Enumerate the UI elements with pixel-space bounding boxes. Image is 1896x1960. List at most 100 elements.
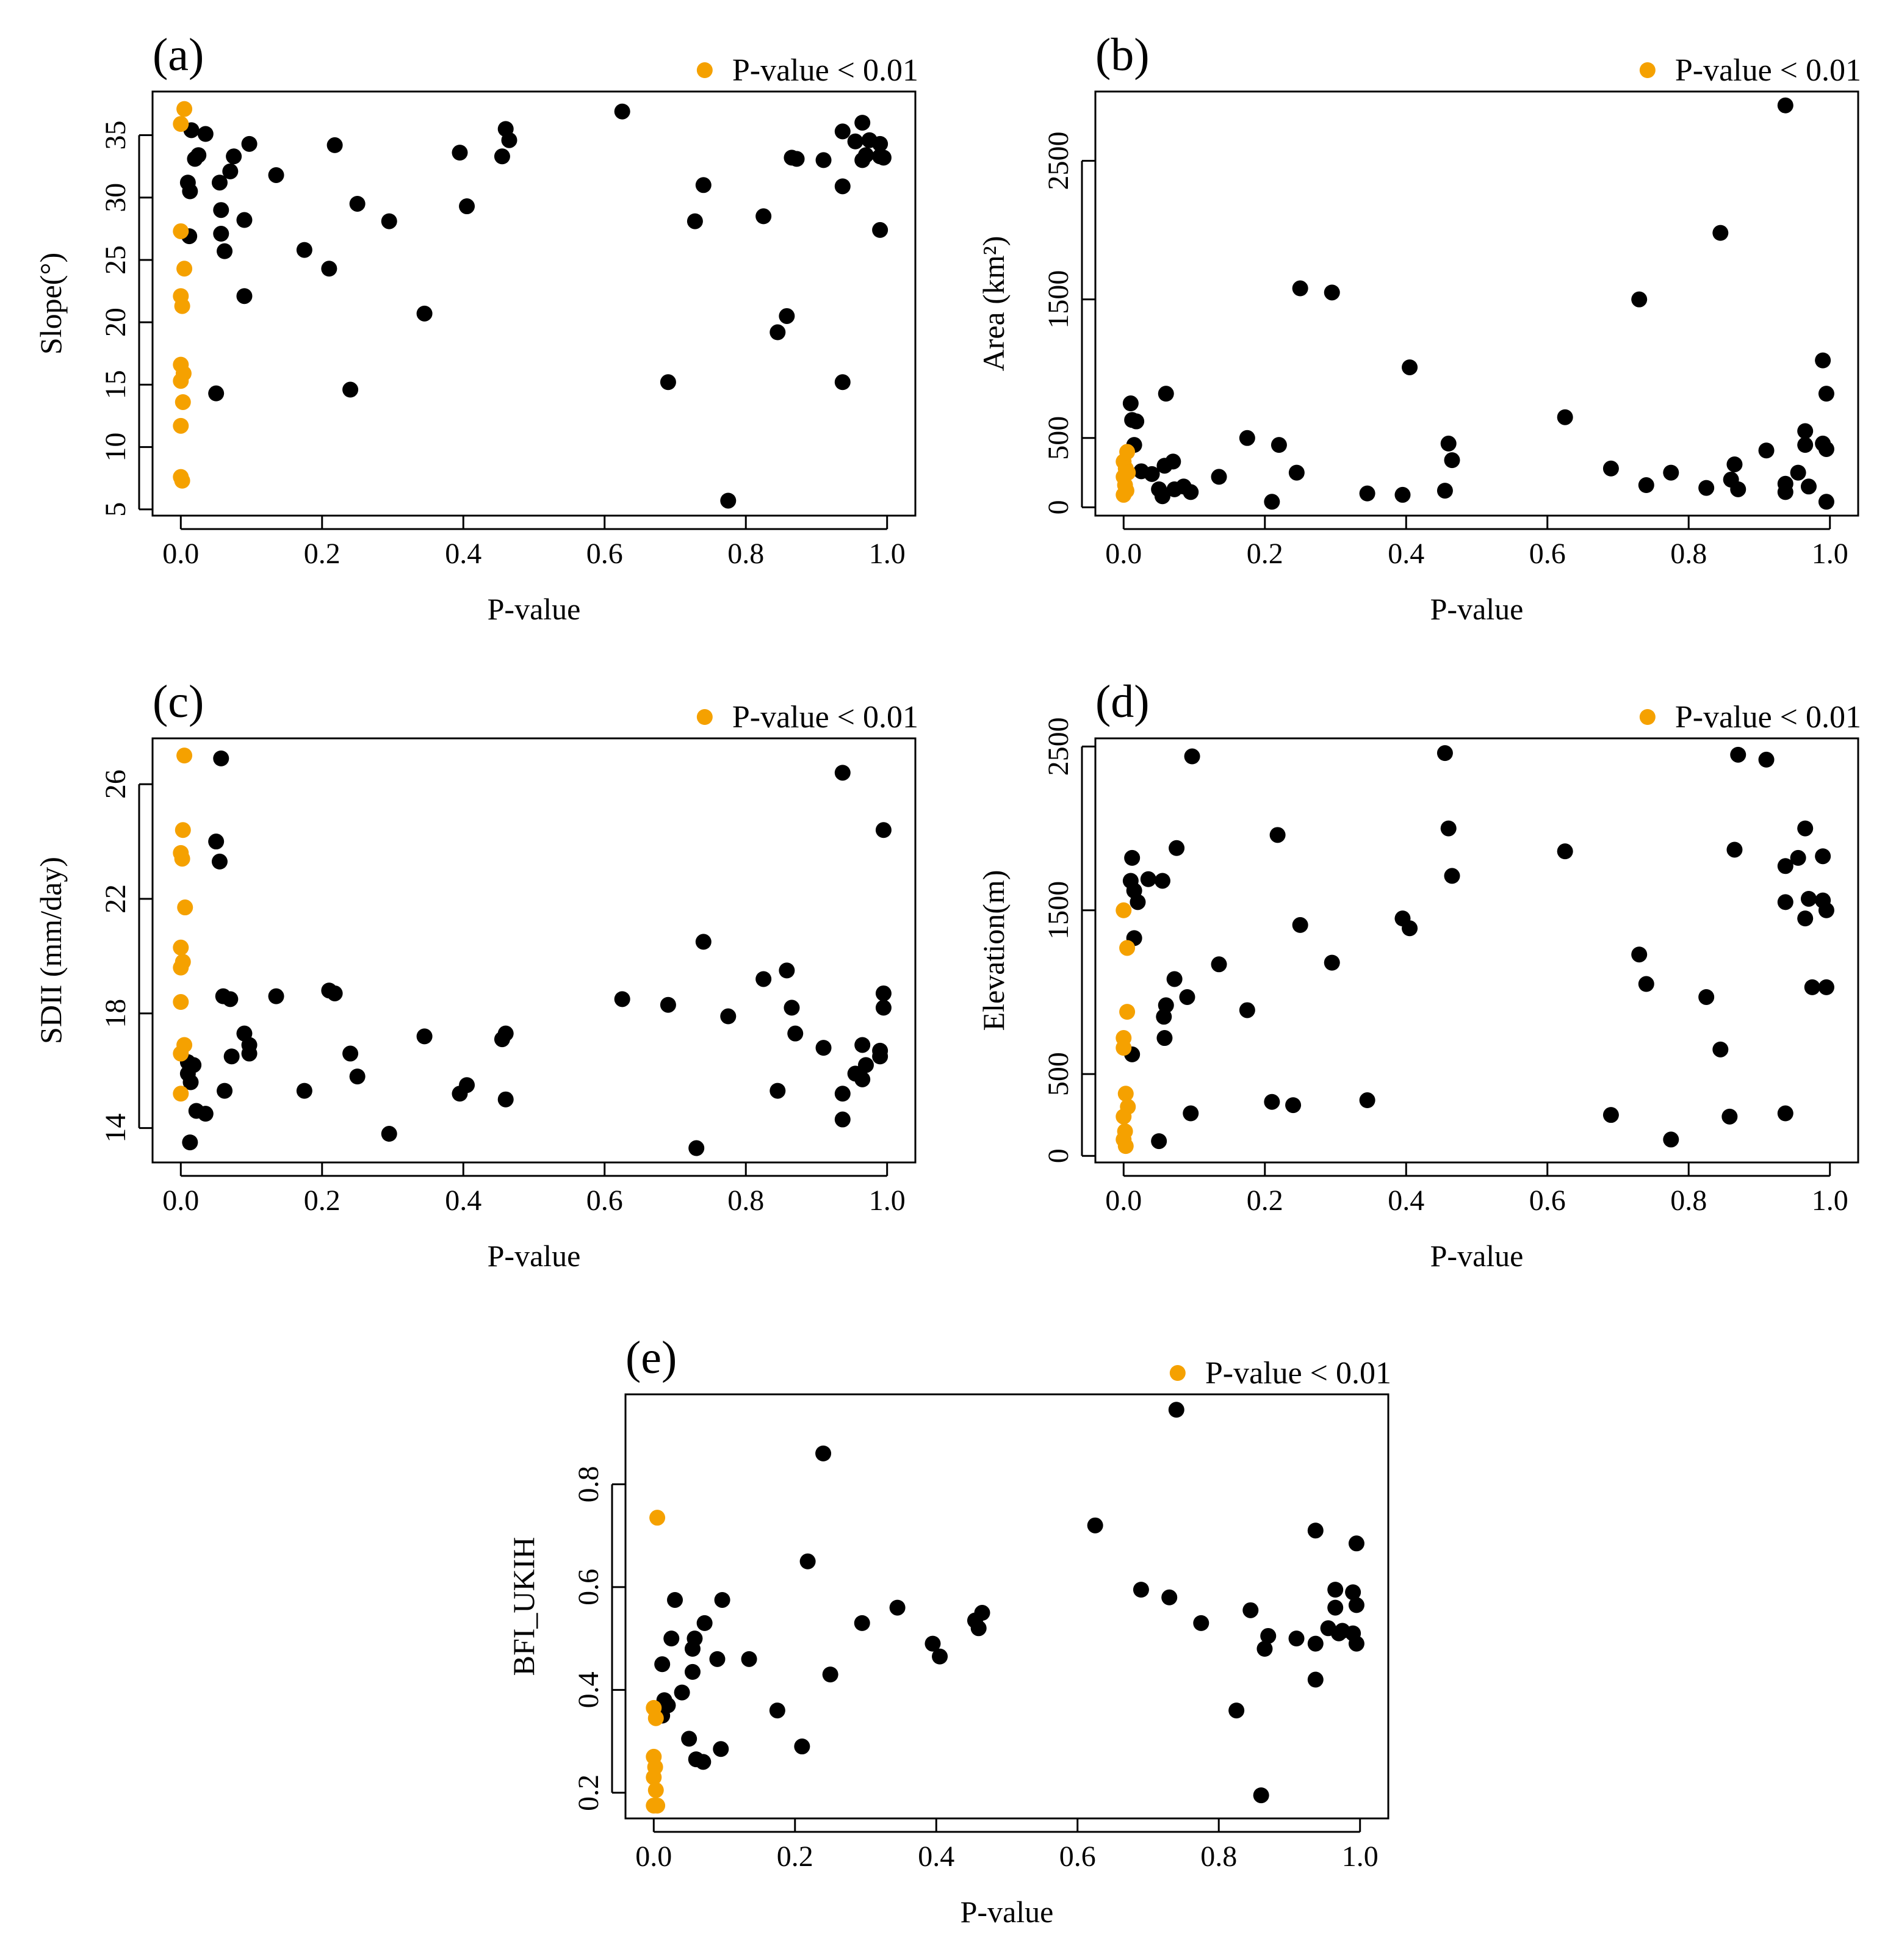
x-tick-label: 0.2 — [304, 538, 341, 570]
data-point — [1348, 1535, 1364, 1552]
data-point — [755, 971, 772, 987]
data-point — [326, 137, 343, 153]
data-point — [1631, 291, 1648, 308]
data-point — [779, 962, 795, 979]
data-point — [822, 1666, 838, 1683]
data-point — [1758, 442, 1775, 459]
data-point — [1239, 1002, 1255, 1018]
x-tick-label: 0.0 — [635, 1840, 672, 1873]
data-point — [326, 985, 343, 1001]
data-point — [1292, 280, 1308, 297]
data-point — [1327, 1599, 1344, 1616]
data-point — [1730, 481, 1746, 497]
data-point — [854, 1615, 870, 1631]
data-point — [614, 991, 630, 1007]
data-point — [1348, 1597, 1364, 1613]
data-points — [173, 748, 892, 1156]
x-tick-label: 1.0 — [1342, 1840, 1379, 1873]
data-point — [1557, 843, 1573, 860]
data-point — [217, 1083, 233, 1099]
data-point-significant — [1117, 1138, 1134, 1155]
data-point-significant — [173, 417, 189, 434]
y-axis-title: Slope(°) — [34, 253, 68, 355]
data-point — [769, 1702, 785, 1719]
panel-label: (d) — [1095, 676, 1150, 727]
panel-slope: (a) P-value < 0.01 0.0 0.2 0.4 0.6 0.8 1.0 5 10 15… — [34, 29, 918, 626]
plot-frame — [1094, 90, 1859, 517]
data-point — [1712, 225, 1729, 241]
data-point — [1440, 820, 1457, 837]
data-point — [211, 853, 228, 870]
y-tick-label: 0.6 — [572, 1569, 605, 1605]
data-point — [1256, 1641, 1273, 1657]
x-tick-label: 0.8 — [1200, 1840, 1237, 1873]
data-point — [1292, 917, 1308, 933]
y-tick-label: 0 — [1042, 500, 1075, 514]
data-point — [1726, 456, 1743, 472]
y-tick-label: 30 — [99, 183, 132, 212]
data-point — [416, 305, 433, 322]
data-point — [872, 1042, 889, 1059]
data-point — [815, 152, 832, 168]
data-point-significant — [647, 1710, 664, 1726]
y-axis-title: SDII (mm/day) — [34, 857, 68, 1044]
data-point — [182, 1134, 198, 1151]
data-point — [342, 1045, 359, 1062]
x-axis-title: P-value — [961, 1895, 1054, 1929]
data-point — [1242, 1602, 1259, 1618]
legend-marker — [696, 709, 713, 725]
data-point — [1818, 386, 1834, 402]
data-point — [1264, 1093, 1280, 1110]
legend-label: P-value < 0.01 — [732, 53, 918, 88]
data-point — [713, 1741, 729, 1757]
data-point — [217, 243, 233, 259]
data-point — [1156, 1030, 1173, 1047]
data-point-significant — [1119, 1004, 1136, 1020]
data-point — [974, 1605, 990, 1621]
data-point-significant — [173, 1045, 189, 1062]
data-point — [741, 1651, 757, 1667]
data-point — [834, 1111, 851, 1128]
y-axis-title: BFI_UKIH — [506, 1537, 541, 1676]
data-point — [1818, 494, 1834, 510]
data-point — [1818, 979, 1834, 995]
data-point — [695, 934, 712, 950]
data-point-significant — [174, 298, 190, 314]
data-point — [770, 324, 786, 340]
data-point — [1402, 359, 1418, 375]
data-point — [459, 1077, 475, 1093]
data-point — [1183, 484, 1199, 500]
data-point — [1165, 453, 1181, 470]
data-point — [1777, 894, 1793, 910]
y-tick-label: 500 — [1042, 416, 1075, 460]
data-point — [1790, 849, 1806, 866]
y-tick-label: 10 — [99, 433, 132, 462]
data-point-significant — [1119, 940, 1136, 956]
data-point — [1307, 1522, 1324, 1539]
data-point — [1122, 395, 1139, 412]
data-point — [1161, 1589, 1178, 1605]
data-point — [932, 1648, 948, 1665]
data-point — [452, 145, 468, 161]
y-tick-label: 0.2 — [572, 1774, 605, 1811]
data-point — [1436, 483, 1453, 499]
data-point — [1140, 871, 1156, 887]
data-point — [1797, 423, 1814, 439]
data-point — [208, 834, 225, 850]
data-point — [872, 135, 889, 152]
data-point — [416, 1028, 433, 1045]
data-point — [197, 126, 214, 142]
y-tick-label: 15 — [99, 370, 132, 399]
data-point — [211, 175, 228, 191]
data-point-significant — [173, 373, 189, 389]
data-point — [1158, 997, 1174, 1014]
legend-label: P-value < 0.01 — [1675, 53, 1861, 88]
data-point — [854, 1037, 871, 1053]
data-point-significant — [176, 261, 193, 277]
data-point — [854, 1071, 871, 1087]
data-point — [321, 261, 337, 277]
data-point — [1179, 989, 1195, 1005]
data-point — [834, 1086, 851, 1102]
x-tick-label: 1.0 — [1812, 1184, 1848, 1217]
data-point — [1797, 820, 1814, 837]
